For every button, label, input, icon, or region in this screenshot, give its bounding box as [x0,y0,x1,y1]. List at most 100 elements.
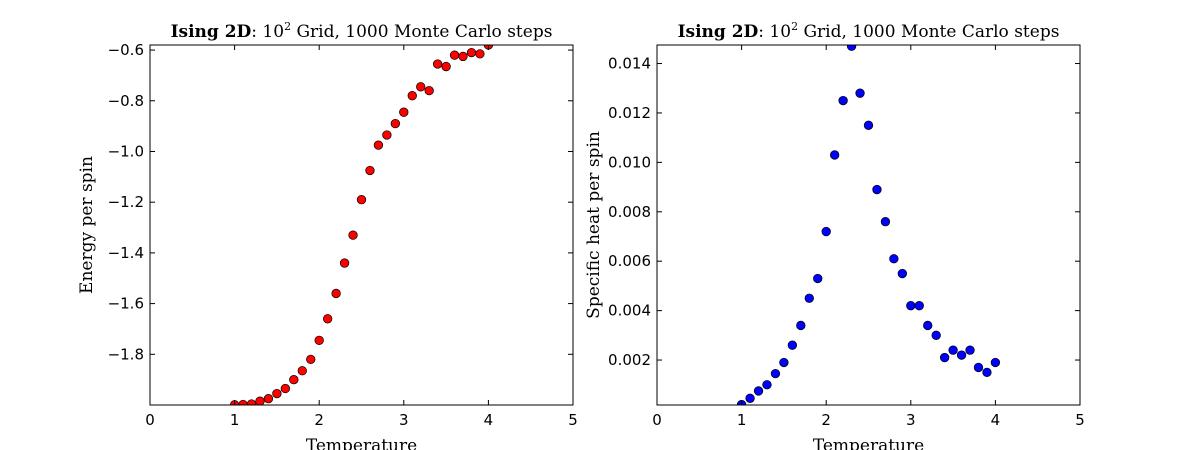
data-point [475,49,485,59]
data-point [990,357,1001,368]
y-tick-label: 0.006 [608,252,651,270]
data-point [441,61,451,72]
x-tick-label: 3 [906,411,916,429]
title-bold-part: Ising 2D [171,22,252,42]
data-point [804,293,814,303]
data-point [914,301,924,311]
energy-markers [229,45,494,405]
x-tick-label: 4 [484,411,494,429]
data-point [872,184,882,195]
data-point [982,367,992,378]
y-tick-label: −1.8 [108,345,144,363]
title-rest: Grid, 1000 Monte Carlo steps [291,22,552,42]
specific-heat-markers [736,45,1001,405]
data-point [306,354,316,365]
data-point [855,88,865,98]
data-point [770,368,781,379]
y-tick-label: −0.6 [108,41,144,59]
x-tick-label: 1 [230,411,240,429]
data-point [458,51,468,62]
x-tick-label: 2 [821,411,831,429]
data-point [323,314,333,324]
y-tick-label: 0.002 [608,351,651,369]
y-tick-label: 0.004 [608,302,651,320]
data-point [787,340,798,350]
title-base: 10 [262,22,284,42]
data-point [956,350,967,360]
data-point [424,85,434,96]
data-point [449,50,460,60]
data-point [255,396,265,405]
data-point [931,330,941,340]
y-tick-label: 0.008 [608,203,651,221]
title-base: 10 [769,22,791,42]
data-point [466,47,477,58]
axes-frame [656,44,1081,406]
data-point [863,120,874,130]
title-bold-part: Ising 2D [678,22,759,42]
y-tick-label: −0.8 [108,92,144,110]
data-point [939,352,950,363]
specific-heat-chart: 0 1 2 3 4 5 0.002 0.004 0.006 0.008 0.010 0.012 0.01… [584,20,1085,450]
data-point [399,107,409,117]
energy-chart: 0 1 2 3 4 5 −1.8 −1.6 −1.4 −1.2 −1.0 −0.8 −0.6 Temper… [77,20,578,450]
data-point [263,394,274,404]
data-point [745,393,755,403]
data-point [965,345,975,355]
title-separator: : [251,22,262,42]
y-axis-label: Specific heat per spin [584,131,604,319]
data-point [762,380,772,390]
title-rest: Grid, 1000 Monte Carlo steps [798,22,1059,42]
data-point [246,399,257,405]
x-tick-label: 2 [314,411,324,429]
data-point [373,140,384,150]
title-superscript: 2 [284,20,291,33]
title-separator: : [758,22,769,42]
axes-frame [149,44,574,406]
data-point [948,345,958,355]
data-point [821,226,831,237]
data-point [331,288,341,299]
x-axis-label: Temperature [306,436,417,450]
title-superscript: 2 [791,20,798,33]
data-point [796,320,806,331]
y-tick-label: 0.012 [608,104,651,122]
data-point [382,130,392,140]
data-point [973,362,984,373]
data-point [339,258,350,268]
x-tick-label: 1 [737,411,747,429]
data-point [838,95,848,106]
data-point [416,82,426,92]
data-point [238,399,248,405]
data-point [753,386,764,396]
data-point [846,45,857,51]
data-point [365,165,375,176]
y-tick-label: −1.2 [108,193,144,211]
x-axis-label: Temperature [813,436,924,450]
y-tick-label: −1.0 [108,142,144,160]
chart-title: Ising 2D: 102 Grid, 1000 Monte Carlo ste… [678,20,1060,42]
data-point [348,230,358,240]
data-point [897,268,907,279]
y-tick-label: 0.010 [608,153,651,171]
data-point [272,388,282,399]
data-point [923,320,933,331]
x-tick-label: 0 [652,411,662,429]
data-point [280,383,291,394]
y-axis-label: Energy per spin [77,156,97,294]
data-point [830,150,840,160]
data-point [880,217,891,227]
data-point [390,118,400,129]
chart-title: Ising 2D: 102 Grid, 1000 Monte Carlo ste… [171,20,553,42]
x-tick-label: 5 [1075,411,1085,429]
x-tick-label: 3 [399,411,409,429]
y-tick-label: −1.6 [108,295,144,313]
data-point [356,194,367,205]
x-tick-label: 5 [568,411,578,429]
data-point [297,366,307,376]
data-point [407,91,417,101]
data-point [906,301,916,311]
data-point [813,273,823,284]
y-tick-label: 0.014 [608,55,651,73]
